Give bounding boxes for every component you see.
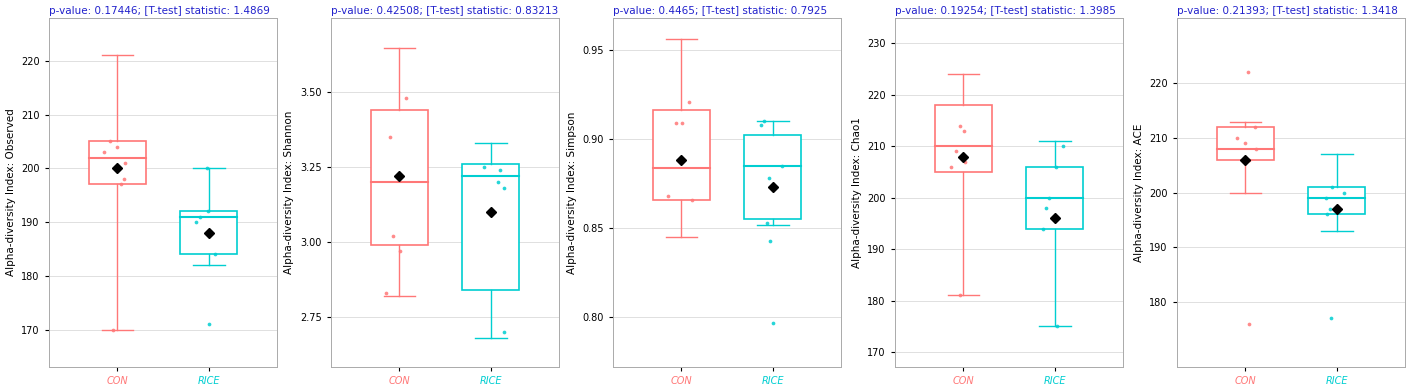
Bar: [653, 111, 710, 200]
Point: [113, 160, 135, 166]
Point: [473, 164, 495, 170]
Point: [772, 163, 794, 169]
Point: [1225, 135, 1247, 141]
Point: [378, 134, 401, 140]
Point: [1315, 195, 1338, 201]
Point: [759, 238, 782, 244]
Point: [948, 292, 971, 299]
Point: [952, 128, 975, 134]
Text: p-value: 0.21393; [T-test] statistic: 1.3418: p-value: 0.21393; [T-test] statistic: 1.…: [1177, 5, 1398, 16]
Y-axis label: Alpha-diversity Index: Simpson: Alpha-diversity Index: Simpson: [567, 111, 577, 274]
Point: [954, 159, 976, 165]
Point: [749, 122, 772, 128]
Bar: [181, 211, 237, 254]
Point: [656, 193, 679, 199]
Point: [492, 185, 515, 191]
Text: p-value: 0.19254; [T-test] statistic: 1.3985: p-value: 0.19254; [T-test] statistic: 1.…: [895, 5, 1116, 16]
Point: [948, 123, 971, 129]
Point: [1333, 189, 1356, 196]
Point: [670, 120, 693, 126]
Point: [196, 208, 219, 214]
Point: [110, 181, 133, 188]
Point: [1321, 184, 1343, 190]
Bar: [371, 111, 428, 245]
Point: [381, 233, 404, 239]
Point: [195, 165, 217, 171]
Point: [99, 138, 121, 145]
Point: [375, 290, 398, 296]
Point: [665, 120, 687, 126]
Bar: [1026, 167, 1084, 229]
Point: [487, 179, 509, 185]
Bar: [934, 105, 992, 172]
Y-axis label: Alpha-diversity Index: Chao1: Alpha-diversity Index: Chao1: [851, 117, 862, 268]
Point: [189, 214, 212, 220]
Point: [1245, 146, 1267, 152]
Point: [1046, 323, 1068, 329]
Point: [762, 320, 785, 326]
Point: [758, 175, 780, 181]
Point: [752, 118, 775, 124]
Point: [93, 149, 116, 155]
Bar: [1216, 127, 1274, 160]
Point: [677, 98, 700, 105]
Point: [1236, 69, 1259, 76]
Text: p-value: 0.4465; [T-test] statistic: 0.7925: p-value: 0.4465; [T-test] statistic: 0.7…: [612, 5, 827, 16]
Point: [1044, 164, 1067, 170]
Point: [1319, 206, 1342, 212]
Point: [113, 176, 135, 182]
Point: [1036, 205, 1058, 211]
Y-axis label: Alpha-diversity Index: ACE: Alpha-diversity Index: ACE: [1133, 123, 1143, 262]
Text: p-value: 0.42508; [T-test] statistic: 0.83213: p-value: 0.42508; [T-test] statistic: 0.…: [330, 5, 557, 16]
Point: [1235, 140, 1257, 147]
Bar: [463, 164, 519, 290]
Point: [1031, 225, 1054, 232]
Point: [1243, 124, 1266, 130]
Point: [102, 327, 124, 333]
Bar: [89, 142, 145, 185]
Point: [1038, 194, 1061, 201]
Bar: [744, 136, 801, 220]
Bar: [1308, 187, 1366, 214]
Point: [940, 164, 962, 170]
Point: [185, 219, 207, 225]
Y-axis label: Alpha-diversity Index: Shannon: Alpha-diversity Index: Shannon: [285, 111, 295, 274]
Point: [1237, 321, 1260, 327]
Point: [755, 220, 777, 226]
Point: [492, 328, 515, 335]
Point: [1051, 143, 1074, 149]
Y-axis label: Alpha-diversity Index: Observed: Alpha-diversity Index: Observed: [6, 109, 16, 276]
Point: [1315, 211, 1338, 218]
Point: [1239, 157, 1261, 163]
Text: p-value: 0.17446; [T-test] statistic: 1.4869: p-value: 0.17446; [T-test] statistic: 1.…: [49, 5, 270, 16]
Point: [106, 144, 128, 150]
Point: [488, 167, 511, 173]
Point: [395, 95, 418, 102]
Point: [680, 196, 703, 203]
Point: [944, 148, 967, 154]
Point: [389, 248, 412, 254]
Point: [198, 321, 220, 327]
Point: [1319, 315, 1342, 321]
Point: [203, 251, 226, 258]
